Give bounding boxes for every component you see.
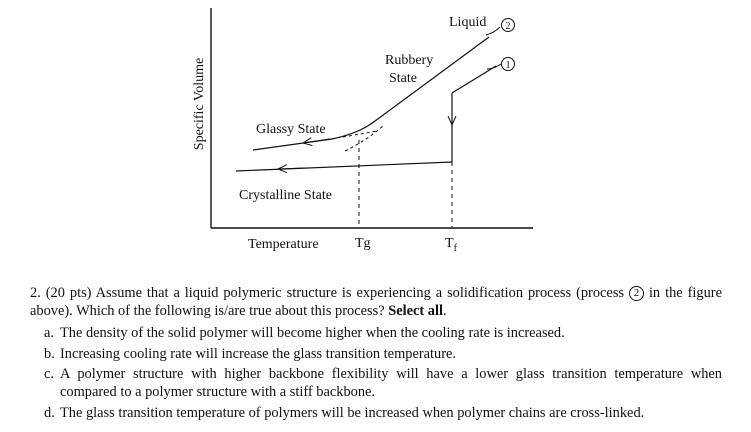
rubbery-label-line1: Rubbery xyxy=(385,53,433,68)
option-text: A polymer structure with higher backbone… xyxy=(60,366,722,400)
melt-line xyxy=(451,65,497,94)
option-c[interactable]: c. A polymer structure with higher backbo… xyxy=(44,365,722,401)
option-text: Increasing cooling rate will increase th… xyxy=(60,345,456,362)
option-text: The density of the solid polymer will be… xyxy=(60,325,565,341)
liquid-label: Liquid xyxy=(449,15,486,30)
process-1-marker xyxy=(501,57,515,71)
figure-svg: Specific Volume Temperature Tg Tf Liquid… xyxy=(192,8,533,254)
process-1-pointer xyxy=(486,63,502,70)
option-letter: a. xyxy=(44,325,54,341)
option-a[interactable]: a. The density of the solid polymer will … xyxy=(44,324,722,342)
tg-label: Tg xyxy=(355,236,371,251)
question-end: . xyxy=(442,303,447,319)
process-2-pointer xyxy=(485,26,501,36)
question-prefix: 2. (20 pts) Assume that a liquid polymer… xyxy=(30,285,625,301)
select-all-emphasis: Select all xyxy=(388,303,443,319)
option-letter: d. xyxy=(44,404,55,421)
y-axis-label: Specific Volume xyxy=(192,58,207,150)
glassy-state-extension xyxy=(342,130,378,138)
question-block: 2. (20 pts) Assume that a liquid polymer… xyxy=(30,284,722,424)
tf-label: Tf xyxy=(445,236,458,254)
process-2-inline-marker: 2 xyxy=(628,286,644,301)
crystalline-line xyxy=(235,161,453,172)
options-list: a. The density of the solid polymer will … xyxy=(30,324,722,422)
option-b[interactable]: b. Increasing cooling rate will increase … xyxy=(44,345,722,363)
process-1-number: 1 xyxy=(506,60,511,71)
question-text: 2. (20 pts) Assume that a liquid polymer… xyxy=(30,284,722,320)
glassy-label: Glassy State xyxy=(256,122,326,137)
question-middle: in the figure above). Which of the follo… xyxy=(30,285,722,319)
process-2-number: 2 xyxy=(506,21,511,32)
process-2-marker xyxy=(501,18,515,32)
glassy-direction-arrow xyxy=(303,139,331,143)
crystalline-label: Crystalline State xyxy=(239,188,332,203)
crystalline-direction-arrow xyxy=(278,168,306,169)
option-d[interactable]: d. The glass transition temperature of po… xyxy=(44,404,722,422)
x-axis-label: Temperature xyxy=(248,237,319,252)
option-text: The glass transition temperature of poly… xyxy=(60,404,645,421)
option-letter: b. xyxy=(44,345,55,362)
liquid-rubbery-curve xyxy=(252,36,490,151)
glass-transition-extrapolation xyxy=(344,125,384,152)
option-letter: c. xyxy=(44,366,54,382)
specific-volume-figure: Specific Volume Temperature Tg Tf Liquid… xyxy=(192,8,533,254)
rubbery-label-line2: State xyxy=(389,71,417,86)
